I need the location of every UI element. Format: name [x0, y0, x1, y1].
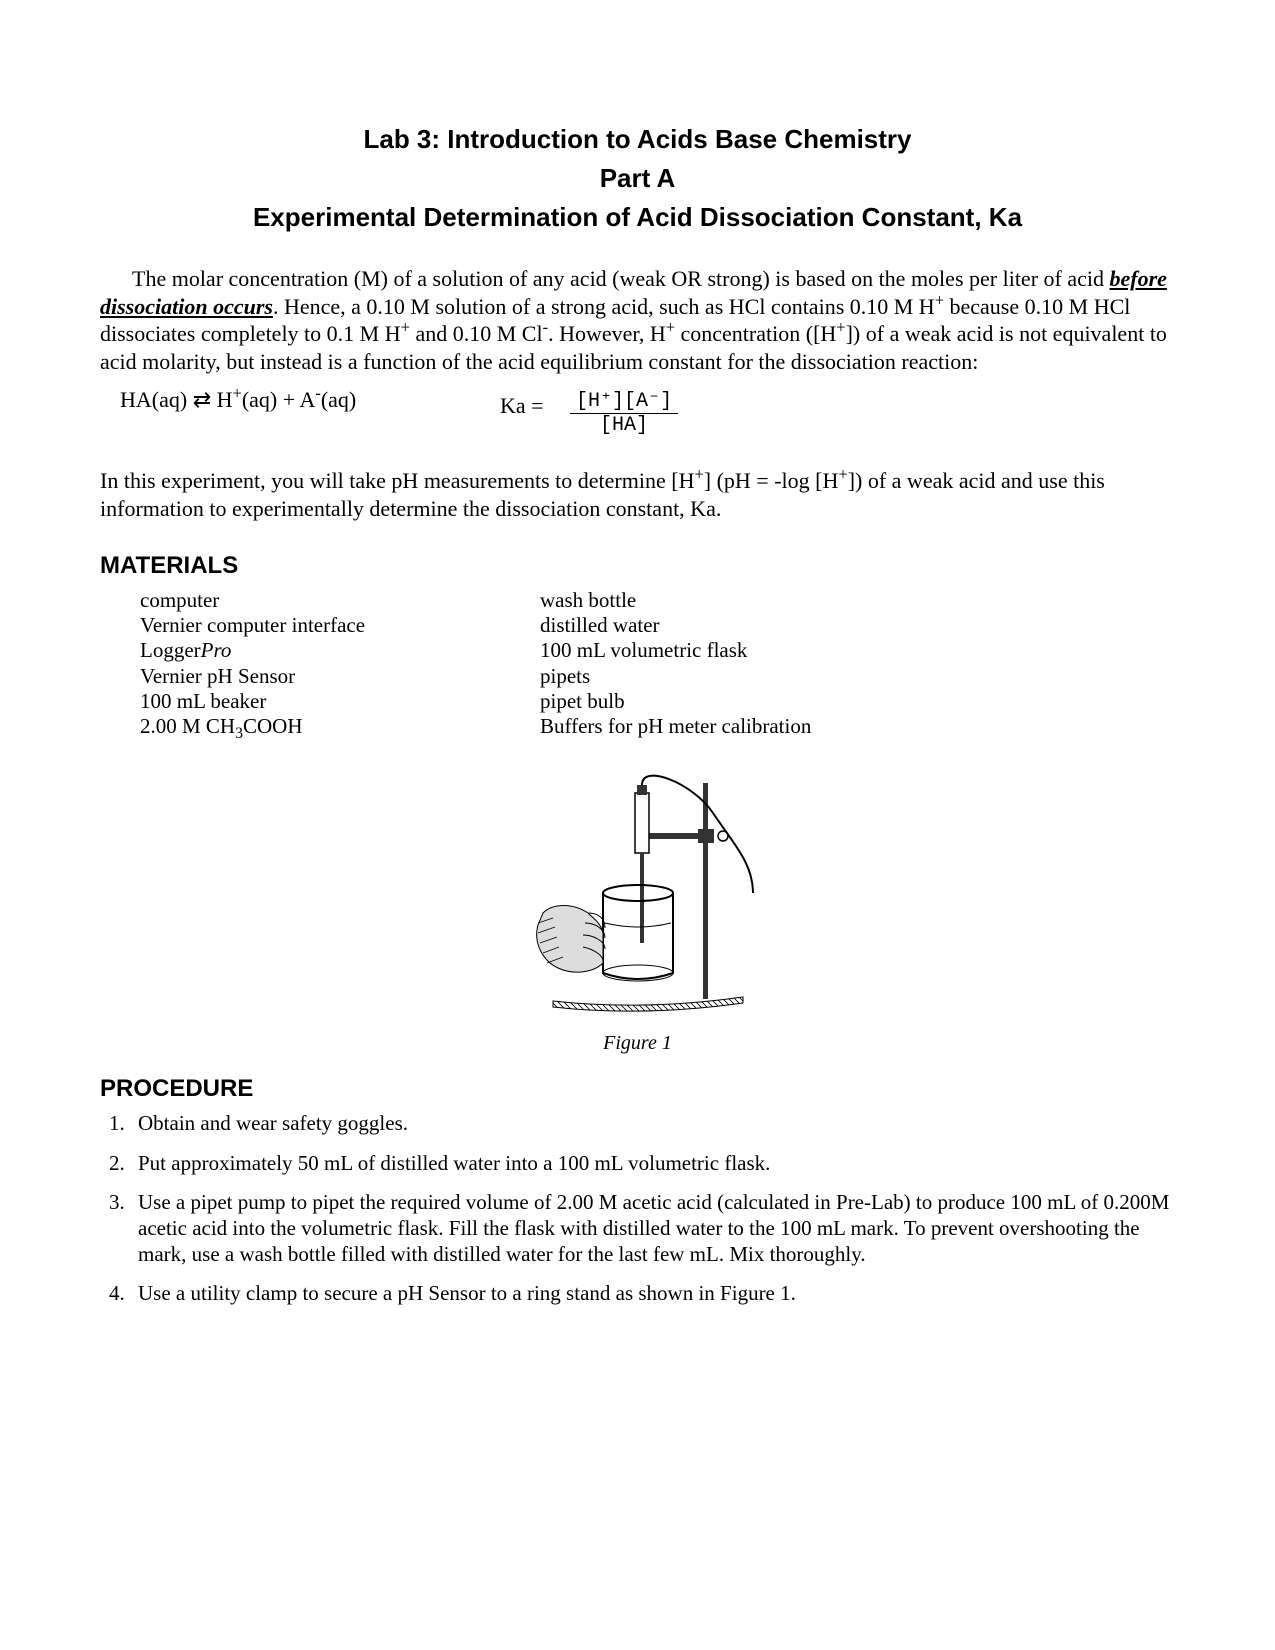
list-item: pipet bulb [540, 689, 940, 714]
procedure-item: Obtain and wear safety goggles. [130, 1111, 1175, 1137]
equation-ka-label: Ka = [500, 387, 570, 419]
list-item: wash bottle [540, 588, 940, 613]
procedure-item: Use a utility clamp to secure a pH Senso… [130, 1281, 1175, 1307]
list-item: Vernier computer interface [140, 613, 540, 638]
title-line-2: Part A [100, 159, 1175, 198]
list-item: distilled water [540, 613, 940, 638]
para-2: In this experiment, you will take pH mea… [100, 467, 1175, 522]
materials-col-1: computerVernier computer interfaceLogger… [140, 588, 540, 739]
procedure-item: Put approximately 50 mL of distilled wat… [130, 1151, 1175, 1177]
figure-caption: Figure 1 [100, 1032, 1175, 1055]
intro-paragraph: The molar concentration (M) of a solutio… [100, 265, 1175, 375]
list-item: computer [140, 588, 540, 613]
materials-list: computerVernier computer interfaceLogger… [140, 588, 1175, 739]
equation-left: HA(aq) ⇄ H+(aq) + A-(aq) [120, 387, 500, 413]
materials-col-2: wash bottledistilled water100 mL volumet… [540, 588, 940, 739]
materials-heading: MATERIALS [100, 552, 1175, 580]
list-item: Buffers for pH meter calibration [540, 714, 940, 739]
list-item: pipets [540, 664, 940, 689]
figure-1 [100, 763, 1175, 1028]
equation-row: HA(aq) ⇄ H+(aq) + A-(aq) Ka = [H⁺][A⁻] [… [120, 387, 1175, 437]
list-item: 100 mL volumetric flask [540, 638, 940, 663]
list-item: 2.00 M CH3COOH [140, 714, 540, 739]
procedure-list: Obtain and wear safety goggles. Put appro… [100, 1111, 1175, 1307]
procedure-item: Use a pipet pump to pipet the required v… [130, 1190, 1175, 1267]
fraction-denominator: [HA] [570, 414, 678, 437]
equation-fraction: [H⁺][A⁻] [HA] [570, 387, 678, 437]
fraction-numerator: [H⁺][A⁻] [570, 387, 678, 414]
title-line-3: Experimental Determination of Acid Disso… [100, 198, 1175, 237]
list-item: Vernier pH Sensor [140, 664, 540, 689]
list-item: 100 mL beaker [140, 689, 540, 714]
list-item: LoggerPro [140, 638, 540, 663]
procedure-heading: PROCEDURE [100, 1075, 1175, 1103]
title-line-1: Lab 3: Introduction to Acids Base Chemis… [100, 120, 1175, 159]
